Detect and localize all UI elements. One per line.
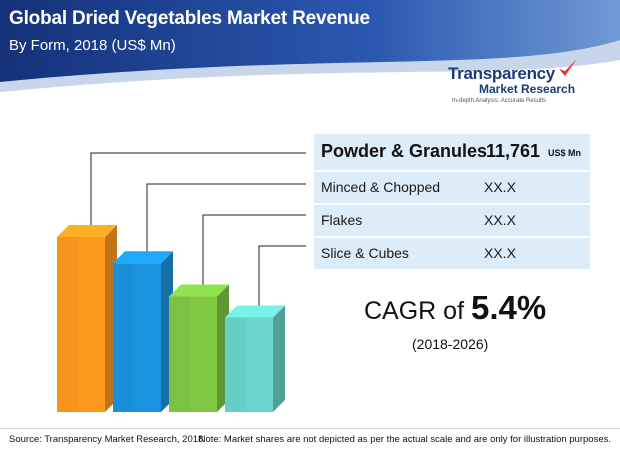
bar-highlight-4	[246, 317, 273, 412]
bar-top-3	[169, 284, 229, 297]
header-wave	[0, 0, 620, 82]
source-text: Source: Transparency Market Research, 20…	[9, 434, 204, 445]
legend-row-powder-granules: Powder & Granules 11,761 US$ Mn	[314, 134, 590, 170]
row-value: XX.X	[484, 179, 516, 195]
checkmark-icon	[559, 59, 577, 76]
connector-line-3	[202, 214, 306, 293]
chart-title: Global Dried Vegetables Market Revenue	[9, 8, 370, 29]
legend-table: Powder & Granules 11,761 US$ Mn Minced &…	[314, 134, 590, 271]
legend-row-slice-cubes: Slice & Cubes XX.X	[314, 238, 590, 269]
row-unit: US$ Mn	[548, 148, 582, 158]
row-value: XX.X	[484, 245, 516, 261]
bar-top-1	[57, 225, 117, 237]
connector-line-2	[146, 183, 306, 260]
legend-row-minced-chopped: Minced & Chopped XX.X	[314, 172, 590, 203]
tmr-logo: Transparency Market Research In-depth An…	[448, 59, 608, 112]
footer-divider	[0, 428, 620, 429]
row-label: Powder & Granules	[321, 141, 488, 161]
note-text: Note: Market shares are not depicted as …	[198, 434, 611, 445]
cagr-text: CAGR of 5.4%	[364, 289, 546, 327]
bar-side-4	[273, 305, 285, 412]
logo-text-line2: Market Research	[479, 82, 576, 96]
logo-tagline: In-depth Analysis. Accurate Results	[452, 98, 547, 104]
cagr-prefix: CAGR of	[364, 297, 465, 325]
legend-row-flakes: Flakes XX.X	[314, 205, 590, 236]
row-label: Slice & Cubes	[321, 245, 409, 261]
logo-text-line1: Transparency	[448, 64, 555, 83]
header-banner	[0, 0, 620, 92]
bar-1	[57, 225, 117, 412]
connector-line-1	[90, 152, 306, 233]
chart-subtitle: By Form, 2018 (US$ Mn)	[9, 37, 176, 54]
bar-top-2	[113, 251, 173, 264]
cagr-period: (2018-2026)	[412, 336, 489, 352]
bar-highlight-1	[78, 237, 105, 412]
bar-3	[169, 284, 229, 412]
bar-2	[113, 251, 173, 412]
row-label: Minced & Chopped	[321, 179, 441, 195]
row-value: 11,761	[486, 141, 541, 161]
bar-chart	[57, 152, 306, 412]
bar-highlight-2	[134, 263, 161, 412]
connector-line-4	[258, 245, 306, 314]
bar-highlight-3	[190, 296, 217, 412]
row-label: Flakes	[321, 212, 363, 228]
cagr-value: 5.4%	[470, 289, 547, 326]
bar-4	[225, 305, 285, 412]
row-value: XX.X	[484, 212, 516, 228]
bar-top-4	[225, 305, 285, 318]
